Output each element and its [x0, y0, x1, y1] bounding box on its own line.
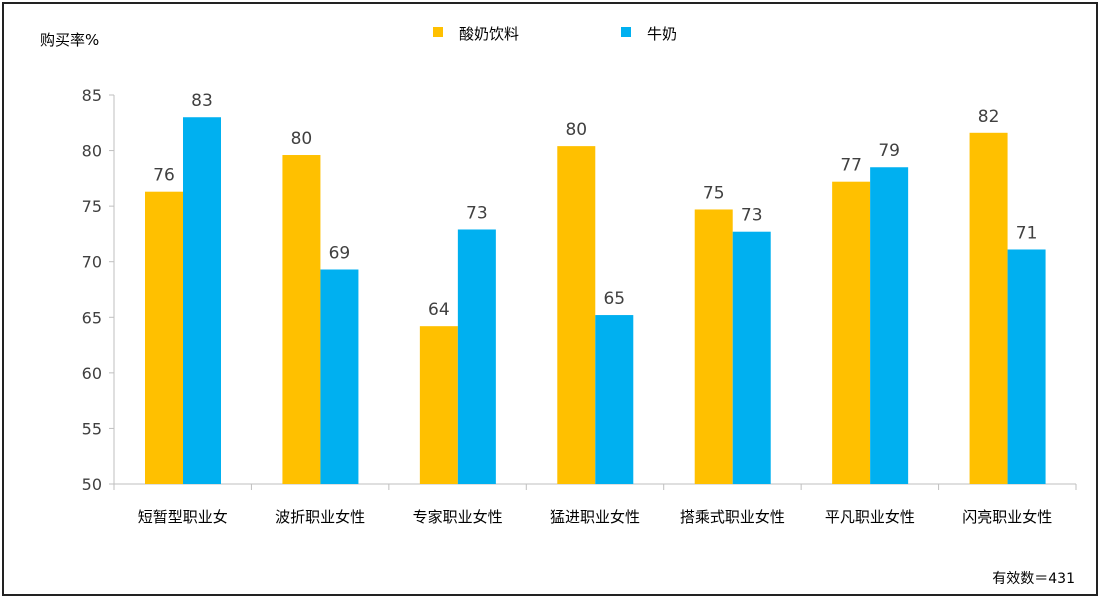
data-label: 75	[703, 183, 725, 203]
y-tick-label: 60	[82, 364, 102, 383]
sample-size-note: 有效数＝431	[992, 571, 1075, 587]
data-label: 65	[603, 289, 625, 309]
y-axis-title: 购买率%	[40, 31, 99, 49]
bar-milk	[595, 315, 634, 484]
bar-milk	[457, 229, 496, 484]
bar-milk	[732, 231, 771, 484]
data-label: 83	[191, 91, 213, 111]
bar-milk	[183, 117, 221, 484]
x-tick-label: 波折职业女性	[275, 508, 365, 526]
y-tick-label: 55	[82, 419, 102, 438]
y-tick-label: 85	[82, 86, 102, 105]
data-label: 64	[428, 300, 450, 320]
data-label: 76	[153, 166, 175, 186]
x-tick-label: 猛进职业女性	[550, 508, 640, 526]
legend-swatch	[433, 27, 443, 37]
data-label: 82	[978, 107, 1000, 127]
data-label: 80	[291, 129, 313, 149]
data-label: 73	[466, 203, 488, 223]
data-label: 71	[1016, 223, 1038, 243]
y-tick-label: 70	[82, 253, 102, 272]
bar-yogurt	[282, 155, 321, 484]
x-tick-label: 搭乘式职业女性	[680, 508, 785, 526]
data-label: 77	[840, 156, 862, 176]
legend-label: 牛奶	[647, 25, 677, 43]
bar-yogurt	[694, 209, 733, 484]
data-label: 80	[565, 120, 587, 140]
data-label: 69	[329, 243, 351, 263]
bar-yogurt	[419, 326, 458, 484]
bar-milk	[1007, 249, 1046, 484]
y-tick-label: 50	[82, 475, 102, 494]
y-tick-label: 75	[82, 197, 102, 216]
x-tick-label: 专家职业女性	[413, 508, 503, 526]
legend-swatch	[621, 27, 631, 37]
y-tick-label: 80	[82, 142, 102, 161]
bar-yogurt	[145, 191, 183, 485]
bar-yogurt	[557, 146, 596, 484]
bar-yogurt	[832, 181, 871, 485]
x-tick-label: 短暂型职业女	[138, 508, 228, 526]
y-tick-label: 65	[82, 308, 102, 327]
bar-yogurt	[969, 132, 1008, 484]
bar-milk	[870, 167, 909, 484]
bar-milk	[320, 269, 359, 484]
legend-label: 酸奶饮料	[459, 25, 519, 43]
data-label: 73	[741, 206, 763, 226]
x-tick-label: 平凡职业女性	[825, 508, 915, 526]
x-tick-label: 闪亮职业女性	[962, 508, 1052, 526]
data-label: 79	[878, 141, 900, 161]
